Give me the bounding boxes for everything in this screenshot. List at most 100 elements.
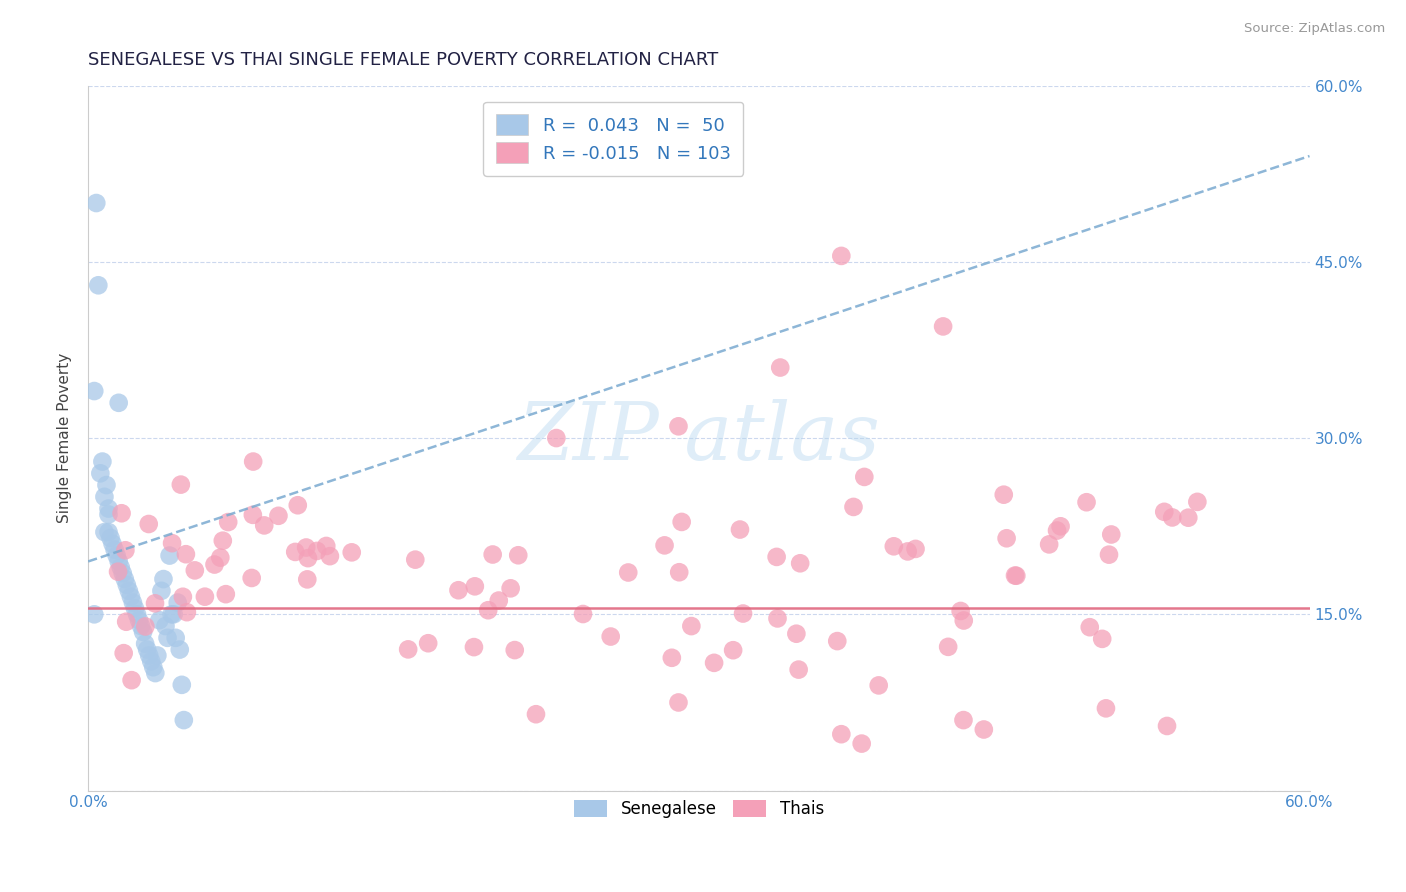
Point xyxy=(170,477,193,491)
Point xyxy=(418,636,440,650)
Point xyxy=(668,419,690,434)
Point xyxy=(284,545,307,559)
Point xyxy=(107,396,129,410)
Point xyxy=(842,500,865,514)
Point xyxy=(122,596,145,610)
Point xyxy=(340,545,363,559)
Point xyxy=(104,542,127,557)
Point xyxy=(654,538,676,552)
Point xyxy=(295,541,318,555)
Point xyxy=(572,607,595,621)
Point xyxy=(766,611,789,625)
Point xyxy=(97,524,120,539)
Point xyxy=(827,634,849,648)
Point xyxy=(121,673,143,688)
Legend: Senegalese, Thais: Senegalese, Thais xyxy=(567,793,831,824)
Point xyxy=(769,360,792,375)
Point xyxy=(1098,548,1121,562)
Point xyxy=(599,630,621,644)
Point xyxy=(240,571,263,585)
Point xyxy=(661,650,683,665)
Point xyxy=(160,607,183,622)
Point xyxy=(194,590,217,604)
Point xyxy=(173,713,195,727)
Y-axis label: Single Female Poverty: Single Female Poverty xyxy=(58,353,72,524)
Point xyxy=(787,663,810,677)
Text: Source: ZipAtlas.com: Source: ZipAtlas.com xyxy=(1244,22,1385,36)
Point xyxy=(681,619,703,633)
Point xyxy=(1156,719,1178,733)
Point xyxy=(166,596,188,610)
Point xyxy=(731,607,754,621)
Point xyxy=(118,583,141,598)
Point xyxy=(1004,568,1026,582)
Point xyxy=(1091,632,1114,646)
Point xyxy=(138,516,160,531)
Point xyxy=(703,656,725,670)
Point xyxy=(165,631,187,645)
Point xyxy=(973,723,995,737)
Point xyxy=(125,607,148,622)
Point xyxy=(546,431,568,445)
Point xyxy=(499,582,522,596)
Point xyxy=(84,196,107,211)
Point xyxy=(1153,505,1175,519)
Text: SENEGALESE VS THAI SINGLE FEMALE POVERTY CORRELATION CHART: SENEGALESE VS THAI SINGLE FEMALE POVERTY… xyxy=(89,51,718,69)
Point xyxy=(128,613,150,627)
Point xyxy=(136,642,159,657)
Point xyxy=(932,319,955,334)
Point xyxy=(159,549,181,563)
Point xyxy=(287,498,309,512)
Point xyxy=(936,640,959,654)
Point xyxy=(242,454,264,468)
Point xyxy=(89,467,111,481)
Point xyxy=(1078,620,1101,634)
Point xyxy=(1038,537,1060,551)
Point xyxy=(107,554,129,568)
Point xyxy=(184,563,207,577)
Point xyxy=(1177,510,1199,524)
Point xyxy=(853,470,876,484)
Point xyxy=(952,713,974,727)
Point xyxy=(995,531,1018,545)
Point xyxy=(477,603,499,617)
Point xyxy=(253,518,276,533)
Point xyxy=(765,549,787,564)
Point xyxy=(503,643,526,657)
Point xyxy=(134,637,156,651)
Point xyxy=(138,648,160,663)
Point xyxy=(115,615,138,629)
Point xyxy=(129,619,152,633)
Point xyxy=(141,654,163,668)
Point xyxy=(897,544,920,558)
Point xyxy=(949,604,972,618)
Point xyxy=(1187,495,1209,509)
Point xyxy=(132,624,155,639)
Point xyxy=(97,508,120,522)
Point xyxy=(114,572,136,586)
Point xyxy=(883,539,905,553)
Point xyxy=(150,583,173,598)
Point xyxy=(396,642,419,657)
Point xyxy=(160,536,183,550)
Point xyxy=(789,556,811,570)
Point xyxy=(404,552,426,566)
Point xyxy=(464,579,486,593)
Point xyxy=(148,613,170,627)
Point xyxy=(993,488,1015,502)
Point xyxy=(728,523,751,537)
Point xyxy=(155,619,177,633)
Point xyxy=(110,560,132,574)
Point xyxy=(1099,527,1122,541)
Point xyxy=(267,508,290,523)
Point xyxy=(868,678,890,692)
Point xyxy=(101,537,124,551)
Point xyxy=(124,601,146,615)
Point xyxy=(97,501,120,516)
Point xyxy=(143,596,166,610)
Point xyxy=(785,626,807,640)
Point xyxy=(1046,524,1069,538)
Point xyxy=(169,642,191,657)
Point xyxy=(163,607,186,622)
Point xyxy=(481,548,503,562)
